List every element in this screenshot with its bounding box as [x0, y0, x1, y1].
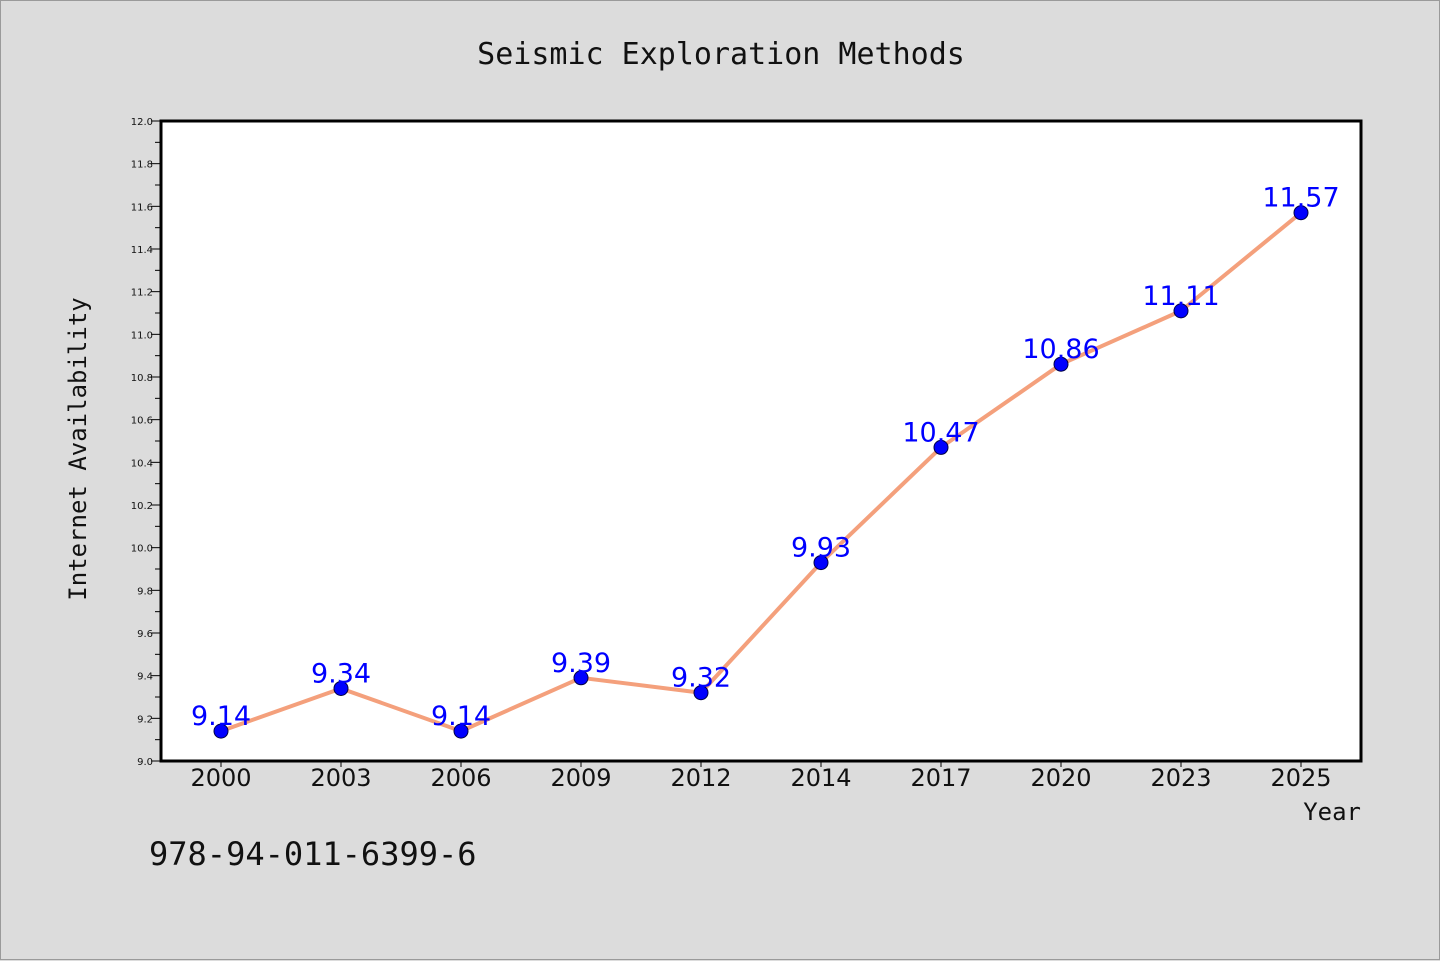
data-label: 9.93	[791, 533, 851, 564]
y-tick-label: 9.2	[137, 714, 153, 725]
data-point	[573, 670, 589, 686]
y-tick-label: 12.0	[131, 117, 153, 128]
y-tick-label: 11.0	[131, 330, 153, 341]
data-label: 10.47	[902, 417, 979, 448]
data-label: 9.39	[551, 648, 611, 679]
data-label: 9.32	[671, 663, 731, 694]
data-label: 9.14	[191, 701, 251, 732]
y-axis-ticks: 9.0 9.2 9.4 9.6 9.8 10.0 10.2 10.4 10.6 10.8 11.0 1…	[131, 117, 161, 768]
y-tick-label: 11.6	[131, 202, 153, 213]
y-tick-label: 10.6	[131, 416, 153, 427]
data-label: 9.14	[431, 701, 491, 732]
data-point	[213, 723, 229, 739]
data-point	[813, 555, 829, 571]
y-tick-label: 10.2	[131, 501, 153, 512]
x-axis-label: Year	[1303, 798, 1361, 826]
data-point	[693, 685, 709, 701]
data-point	[933, 439, 949, 455]
x-tick-label: 2023	[1150, 764, 1211, 792]
y-tick-label: 10.0	[131, 544, 153, 555]
y-tick-label: 10.4	[131, 458, 153, 469]
x-tick-label: 2006	[430, 764, 491, 792]
x-tick-label: 2012	[670, 764, 731, 792]
x-tick-label: 2000	[190, 764, 251, 792]
data-label: 11.57	[1262, 183, 1339, 214]
chart-title: Seismic Exploration Methods	[477, 37, 965, 72]
y-tick-label: 11.4	[131, 245, 153, 256]
x-tick-label: 2025	[1270, 764, 1331, 792]
y-tick-label: 9.4	[137, 672, 153, 683]
x-tick-label: 2017	[910, 764, 971, 792]
data-label: 9.34	[311, 658, 371, 689]
data-point	[453, 723, 469, 739]
y-tick-label: 11.2	[131, 288, 153, 299]
y-tick-label: 10.8	[131, 373, 153, 384]
x-tick-label: 2020	[1030, 764, 1091, 792]
plot-area	[159, 119, 1363, 763]
data-point	[1293, 205, 1309, 221]
y-tick-label: 9.0	[137, 757, 153, 768]
series-group	[213, 205, 1309, 739]
x-tick-label: 2003	[310, 764, 371, 792]
y-tick-label: 11.8	[131, 160, 153, 171]
y-tick-label: 9.6	[137, 629, 153, 640]
data-label: 10.86	[1022, 334, 1099, 365]
y-axis-label: Internet Availability	[64, 297, 92, 600]
series-line	[219, 210, 1303, 734]
data-point	[333, 680, 349, 696]
data-labels: 9.14 9.34 9.14 9.39 9.32 9.93 10.47 10.86 11.11 1…	[191, 183, 1340, 732]
y-tick-label: 9.8	[137, 586, 153, 597]
isbn-text: 978-94-011-6399-6	[149, 835, 477, 873]
x-tick-label: 2009	[550, 764, 611, 792]
x-tick-label: 2014	[790, 764, 851, 792]
x-axis-ticks: 2000 2003 2006 2009 2012 2014 2017 2020 2023 2025	[190, 761, 1332, 792]
data-point	[1173, 303, 1189, 319]
data-point	[1053, 356, 1069, 372]
data-label: 11.11	[1142, 281, 1219, 312]
